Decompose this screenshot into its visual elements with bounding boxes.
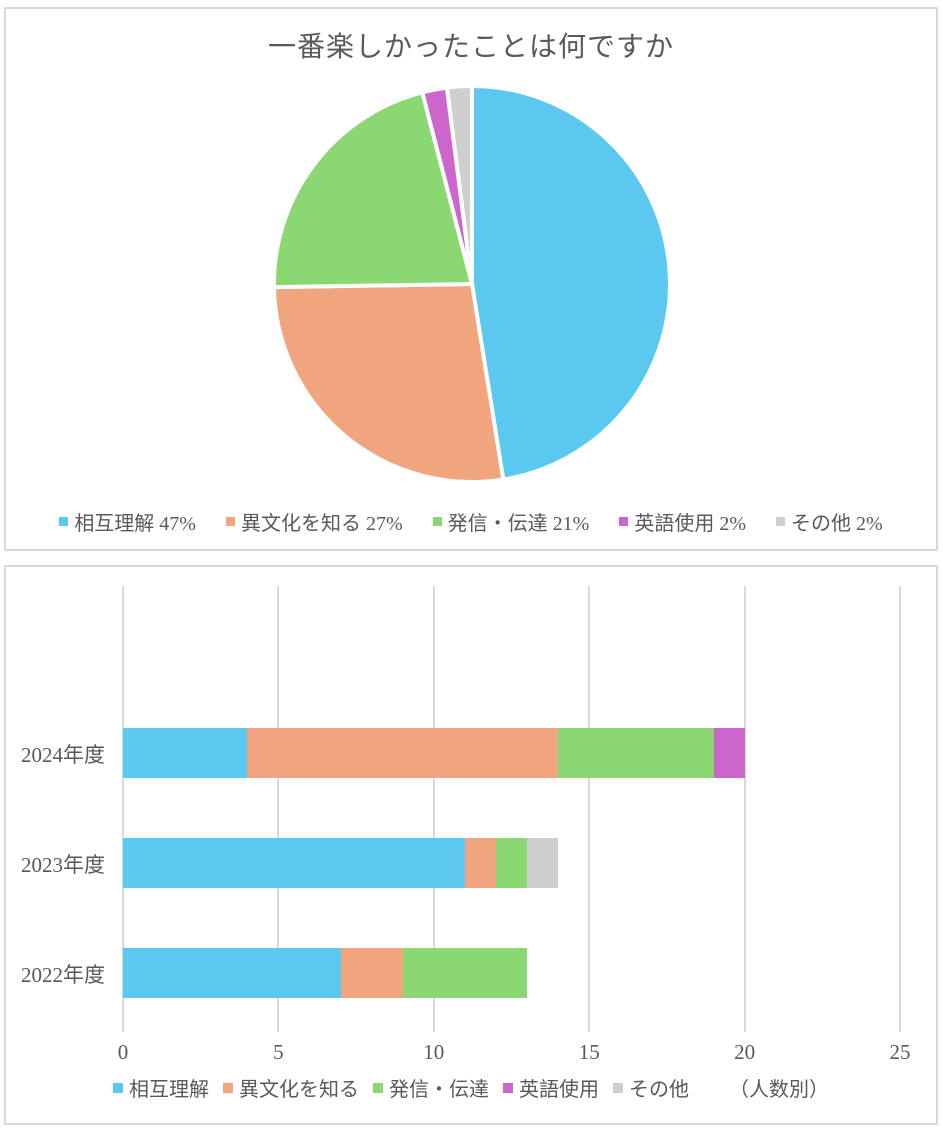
bar-segment-2023年度-発信・伝達: [495, 838, 528, 888]
pie-slice-異文化を知る: [272, 282, 506, 484]
legend-color-swatch: [373, 1082, 383, 1093]
bar-segment-2024年度-英語使用: [713, 728, 745, 778]
legend-color-swatch: [619, 517, 629, 526]
bar-segment-2024年度-発信・伝達: [558, 728, 714, 778]
bar-segment-2023年度-相互理解: [123, 838, 465, 888]
bar-legend: 相互理解 異文化を知る 発信・伝達 英語使用 その他 （人数別）: [6, 1073, 936, 1102]
gridline-x-5: [277, 586, 280, 1032]
gridline-x-10: [432, 586, 435, 1032]
bar-legend-label: 英語使用: [519, 1079, 599, 1101]
bar-segment-2023年度-その他: [527, 838, 559, 888]
legend-color-swatch: [225, 517, 235, 526]
bar-legend-label: 異文化を知る: [239, 1079, 359, 1101]
bar-segment-2024年度-異文化を知る: [247, 728, 559, 778]
pie-slice-発信・伝達: [272, 90, 474, 290]
bar-segment-2022年度-異文化を知る: [340, 948, 403, 998]
x-tick-label-15: 15: [578, 1040, 600, 1064]
category-label-2024年度: 2024年度: [21, 743, 105, 767]
gridline-x-15: [588, 586, 591, 1032]
pie-legend-label: 相互理解 47%: [74, 513, 196, 535]
bar-segment-2023年度-異文化を知る: [464, 838, 496, 888]
bar-legend-item: 異文化を知る: [223, 1073, 359, 1102]
category-label-2023年度: 2023年度: [21, 853, 105, 877]
gridline-x-20: [743, 586, 746, 1032]
pie-chart-title: 一番楽しかったことは何ですか: [267, 32, 674, 63]
pie-legend-label: 発信・伝達 21%: [447, 513, 590, 535]
bar-legend-label: その他: [629, 1079, 689, 1101]
pie-legend-item: 発信・伝達 21%: [432, 507, 590, 536]
gridline-x-0: [122, 586, 124, 1032]
bar-legend-label: 発信・伝達: [389, 1079, 489, 1101]
legend-color-swatch: [503, 1082, 513, 1093]
pie-legend-item: 相互理解 47%: [59, 507, 196, 536]
bar-legend-item: 英語使用: [503, 1073, 599, 1102]
category-label-2022年度: 2022年度: [21, 963, 105, 987]
bar-segment-2022年度-発信・伝達: [402, 948, 528, 998]
legend-color-swatch: [613, 1082, 623, 1093]
pie-legend-item: 異文化を知る 27%: [225, 507, 403, 536]
pie-chart: [272, 83, 672, 484]
pie-slice-相互理解: [470, 84, 672, 482]
legend-color-swatch: [59, 517, 69, 526]
bar-legend-label: 相互理解: [129, 1079, 209, 1101]
x-tick-label-5: 5: [273, 1040, 284, 1064]
legend-color-swatch: [113, 1082, 123, 1093]
pie-legend: 相互理解 47% 異文化を知る 27% 発信・伝達 21% 英語使用 2% その他 2%: [6, 507, 936, 536]
x-tick-label-0: 0: [117, 1040, 129, 1064]
bar-chart-panel: 2024年度 2023年度 2022年度 0 5 10 15 20 25 相互理解 異文化を知る…: [4, 565, 938, 1125]
bar-legend-item: その他: [613, 1073, 689, 1102]
pie-chart-panel: 一番楽しかったことは何ですか 相互理解 47% 異文化を知る 27% 発信・伝達 2…: [4, 7, 938, 551]
x-tick-label-10: 10: [423, 1040, 445, 1064]
pie-legend-label: 英語使用 2%: [634, 513, 746, 535]
pie-slice-その他: [444, 83, 474, 286]
bar-segment-2022年度-相互理解: [123, 948, 341, 998]
legend-color-swatch: [776, 517, 785, 526]
bar-legend-item: 相互理解: [113, 1073, 209, 1102]
pie-legend-item: その他 2%: [776, 507, 883, 536]
pie-legend-label: その他 2%: [791, 513, 883, 535]
bar-legend-note: （人数別）: [729, 1079, 829, 1101]
x-tick-label-20: 20: [734, 1040, 756, 1064]
pie-legend-label: 異文化を知る 27%: [240, 513, 403, 535]
pie-legend-item: 英語使用 2%: [619, 507, 746, 536]
gridline-x-25: [899, 586, 901, 1032]
x-tick-label-25: 25: [889, 1040, 911, 1064]
legend-color-swatch: [223, 1082, 233, 1093]
bar-segment-2024年度-相互理解: [123, 728, 248, 778]
bar-legend-item: 発信・伝達: [373, 1073, 489, 1102]
legend-color-swatch: [432, 517, 442, 526]
